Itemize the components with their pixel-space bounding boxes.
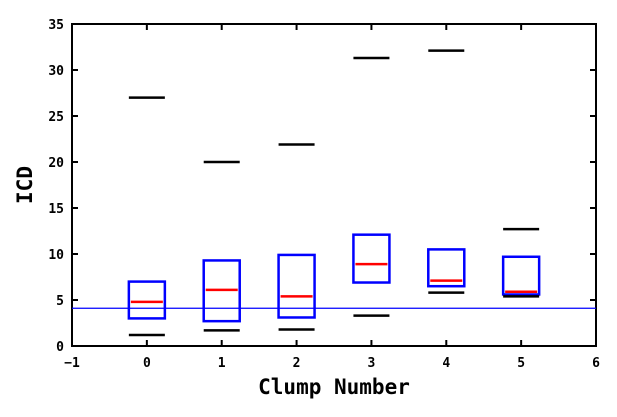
- y-tick-label: 20: [48, 156, 64, 171]
- x-tick-label: 6: [592, 356, 600, 371]
- box: [427, 248, 466, 288]
- x-tick-label: 3: [368, 356, 376, 371]
- y-tick-label: 35: [48, 18, 64, 33]
- box-group: [277, 143, 316, 331]
- y-tick-label: 15: [48, 202, 64, 217]
- x-axis-title: Clump Number: [258, 375, 410, 399]
- x-tick-labels: −1 0 1 2 3 4 5 6: [64, 356, 600, 371]
- box: [277, 253, 316, 319]
- box: [127, 280, 167, 320]
- y-tick-label: 25: [48, 110, 64, 125]
- y-tick-label: 10: [48, 248, 64, 263]
- box-group: [427, 49, 466, 294]
- x-tick-label: 1: [218, 356, 226, 371]
- box-group: [501, 227, 541, 298]
- box-series: [127, 49, 541, 337]
- box-group: [202, 160, 241, 332]
- axis-ticks: [71, 23, 597, 347]
- y-tick-label: 30: [48, 64, 64, 79]
- box-group: [127, 96, 167, 337]
- box: [501, 255, 541, 296]
- y-tick-label: 5: [56, 294, 64, 309]
- x-tick-label: −1: [64, 356, 80, 371]
- box: [352, 233, 391, 284]
- plot-frame: [71, 23, 597, 347]
- y-tick-label: 0: [56, 340, 64, 355]
- x-tick-label: 5: [517, 356, 525, 371]
- x-tick-label: 2: [293, 356, 301, 371]
- x-tick-label: 4: [442, 356, 450, 371]
- x-tick-label: 0: [143, 356, 151, 371]
- y-tick-labels: 0 5 10 15 20 25 30 35: [48, 18, 64, 355]
- box: [202, 259, 241, 323]
- y-axis-title: ICD: [13, 166, 37, 204]
- box-group: [352, 56, 391, 317]
